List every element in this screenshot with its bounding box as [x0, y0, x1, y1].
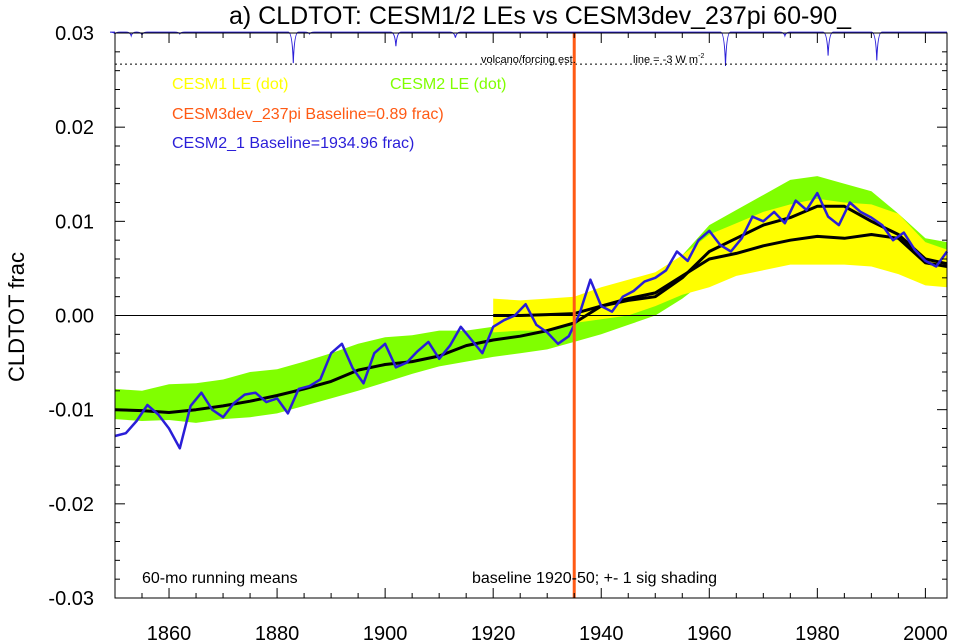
- volcano-label: volcano/forcing est.: [481, 54, 576, 66]
- legend-cesm1-le: CESM1 LE (dot): [172, 76, 288, 93]
- data-lines: [114, 191, 949, 450]
- y-tick-label: -0.02: [48, 494, 94, 516]
- line-cesm2-le-mean: [114, 204, 948, 414]
- x-tick-label: 1860: [147, 623, 192, 641]
- baseline-note: baseline 1920-50; +- 1 sig shading: [472, 570, 717, 587]
- y-tick-label: 0.03: [55, 23, 94, 45]
- x-tick-label: 2000: [903, 623, 948, 641]
- line-label-text: line = -3 W m: [633, 54, 698, 66]
- x-tick-label: 1980: [795, 623, 840, 641]
- y-axis-label: CLDTOT frac: [4, 252, 29, 382]
- line-label-superscript: -2: [698, 53, 704, 60]
- chart-title: a) CLDTOT: CESM1/2 LEs vs CESM3dev_237pi…: [229, 2, 852, 30]
- plot-area: [109, 31, 949, 598]
- axes: 1860 1880 1900 1920 1940 1960 1980 2000 -0.03 -0.…: [48, 23, 947, 641]
- uncertainty-bands: [115, 176, 947, 423]
- line-label: line = -3 W m-2: [633, 53, 704, 66]
- x-tick-label: 1960: [687, 623, 732, 641]
- x-tick-label: 1940: [579, 623, 624, 641]
- y-tick-label: 0.01: [55, 211, 94, 233]
- y-tick-label: -0.01: [48, 400, 94, 422]
- line-cesm1-le-mean: [493, 233, 948, 317]
- legend: CESM1 LE (dot) CESM2 LE (dot) CESM3dev_2…: [172, 76, 506, 152]
- y-tick-label: 0.00: [55, 306, 94, 328]
- band-cesm1-le-dot: [493, 198, 947, 333]
- legend-cesm2-1: CESM2_1 Baseline=1934.96 frac): [172, 135, 414, 152]
- volcano-forcing: [109, 31, 947, 67]
- y-tick-label: 0.02: [55, 117, 94, 139]
- x-tick-label: 1880: [255, 623, 300, 641]
- legend-cesm3dev: CESM3dev_237pi Baseline=0.89 frac): [172, 106, 444, 123]
- x-tick-label: 1900: [363, 623, 408, 641]
- volcano-forcing-line: [109, 31, 947, 67]
- running-means-note: 60-mo running means: [142, 570, 298, 587]
- legend-cesm2-le: CESM2 LE (dot): [390, 76, 506, 93]
- y-tick-label: -0.03: [48, 588, 94, 610]
- x-tick-label: 1920: [471, 623, 516, 641]
- line-cesm2-1-baseline-1934-96-frac: [114, 191, 949, 450]
